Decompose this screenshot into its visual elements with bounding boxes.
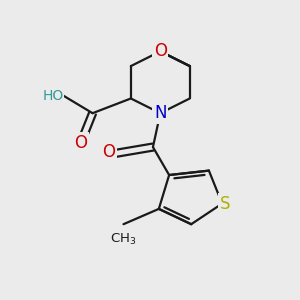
Text: HO: HO — [42, 88, 64, 103]
Text: CH$_3$: CH$_3$ — [110, 232, 137, 247]
Text: S: S — [220, 195, 230, 213]
Text: O: O — [102, 143, 115, 161]
Text: O: O — [74, 134, 87, 152]
Text: N: N — [154, 104, 167, 122]
Text: O: O — [154, 42, 167, 60]
